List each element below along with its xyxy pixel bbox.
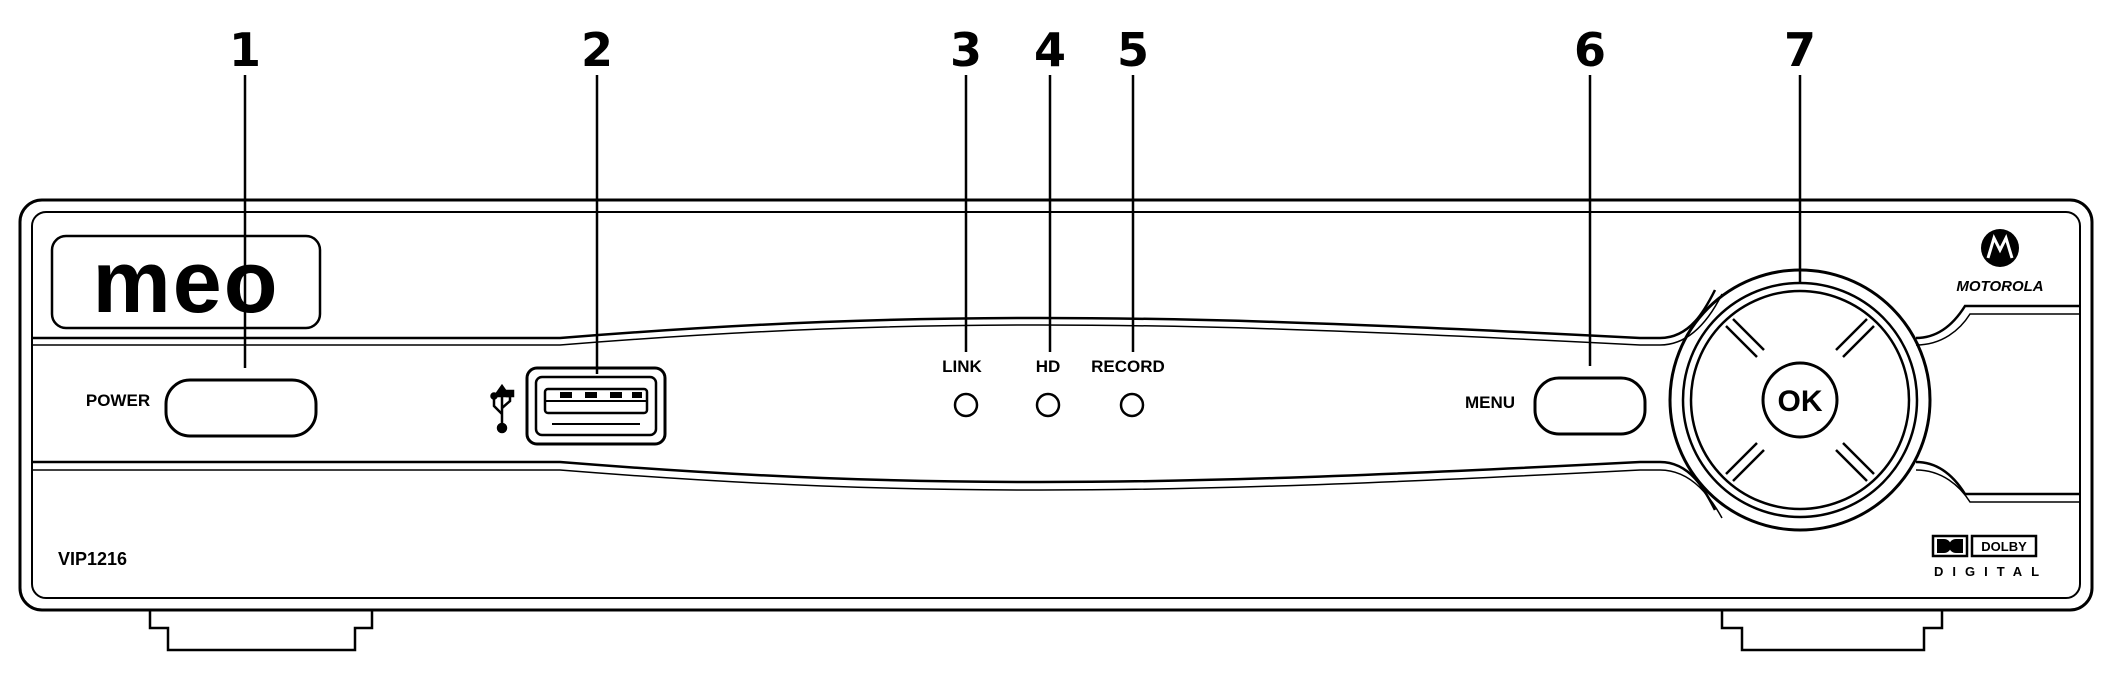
callout-2: 2 bbox=[581, 23, 613, 77]
dolby-digital-logo: DOLBY DIGITAL bbox=[1931, 534, 2048, 579]
led-indicators: LINK HD RECORD bbox=[942, 357, 1165, 418]
power-label: POWER bbox=[86, 391, 150, 410]
chassis-outer bbox=[18, 198, 2094, 612]
callout-6: 6 bbox=[1574, 23, 1606, 77]
chassis bbox=[18, 198, 2094, 612]
callout-3: 3 bbox=[950, 23, 982, 77]
callout-4: 4 bbox=[1034, 23, 1066, 77]
ok-label: OK bbox=[1778, 385, 1823, 418]
digital-text: DIGITAL bbox=[1934, 564, 2048, 579]
nav-pad-dividers bbox=[1725, 318, 1875, 482]
callout-lines bbox=[243, 75, 1802, 374]
front-band bbox=[32, 289, 2080, 519]
record-led bbox=[1119, 392, 1145, 418]
callout-7: 7 bbox=[1784, 23, 1816, 77]
hd-led bbox=[1035, 392, 1061, 418]
callout-5: 5 bbox=[1117, 23, 1149, 77]
right-foot bbox=[1720, 610, 1944, 652]
menu-label: MENU bbox=[1465, 393, 1515, 412]
left-foot bbox=[148, 610, 374, 652]
model-label: VIP1216 bbox=[58, 549, 127, 569]
feet bbox=[148, 610, 1944, 652]
meo-logo: meo bbox=[50, 232, 322, 331]
callout-numbers: 1 2 3 4 5 6 7 bbox=[229, 23, 1816, 77]
menu-button[interactable] bbox=[1533, 376, 1647, 436]
meo-logo-text: meo bbox=[93, 232, 280, 331]
menu-control: MENU bbox=[1465, 376, 1647, 436]
motorola-branding: MOTOROLA bbox=[1956, 229, 2044, 295]
record-label: RECORD bbox=[1091, 357, 1165, 376]
dolby-logo-icon bbox=[1931, 534, 1969, 558]
nav-pad-inner bbox=[1689, 289, 1911, 511]
power-button[interactable] bbox=[164, 378, 318, 438]
motorola-logo-icon bbox=[1981, 229, 2019, 267]
motorola-text: MOTOROLA bbox=[1956, 278, 2043, 295]
meo-logo-frame bbox=[50, 234, 322, 330]
usb-port[interactable] bbox=[525, 366, 667, 446]
link-led bbox=[953, 392, 979, 418]
usb-port-group bbox=[490, 366, 667, 446]
dolby-text: DOLBY bbox=[1981, 539, 2027, 554]
callout-1: 1 bbox=[229, 23, 261, 77]
power-control: POWER bbox=[86, 378, 318, 438]
chassis-inner bbox=[31, 211, 2081, 599]
ok-button[interactable] bbox=[1761, 361, 1839, 439]
navigation-pad: OK bbox=[1668, 268, 1932, 532]
usb-icon bbox=[490, 383, 515, 434]
link-label: LINK bbox=[942, 357, 982, 376]
hd-label: HD bbox=[1036, 357, 1061, 376]
